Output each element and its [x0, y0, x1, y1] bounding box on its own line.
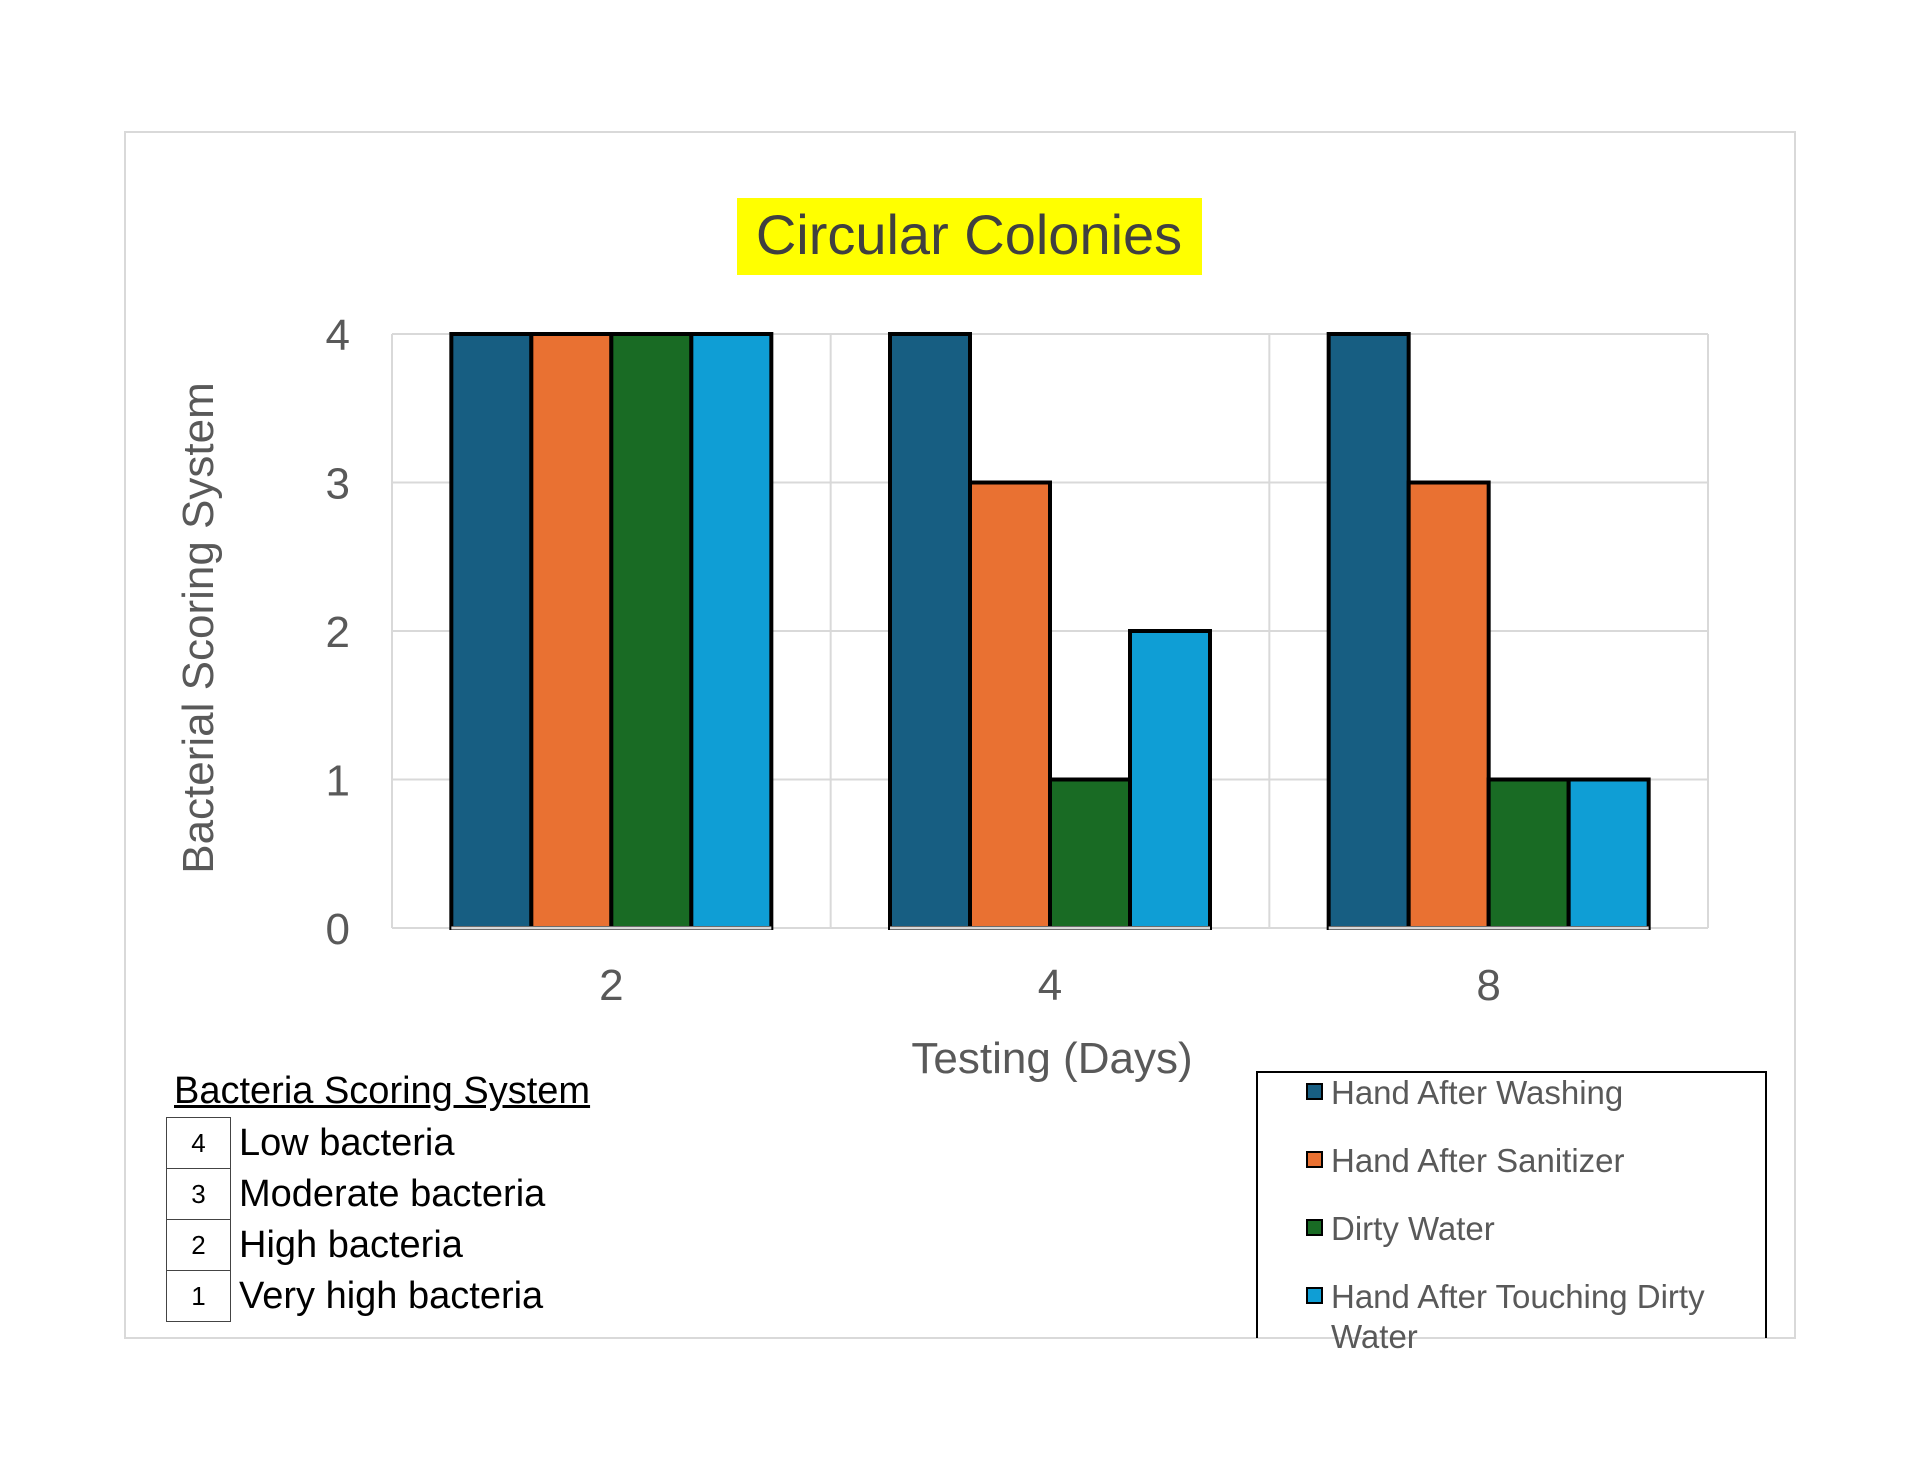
score-description: High bacteria — [239, 1223, 463, 1266]
bar — [1048, 777, 1132, 930]
y-tick-label: 3 — [326, 460, 350, 509]
scoring-row: 1 Very high bacteria — [166, 1270, 546, 1322]
score-value: 1 — [166, 1270, 231, 1322]
score-value: 4 — [166, 1117, 231, 1169]
legend-item: Hand After Washing — [1306, 1073, 1741, 1113]
scoring-row: 2 High bacteria — [166, 1219, 546, 1271]
legend-item: Dirty Water — [1306, 1209, 1741, 1249]
score-description: Low bacteria — [239, 1121, 455, 1164]
scoring-row: 4 Low bacteria — [166, 1117, 546, 1169]
chart-title: Circular Colonies — [756, 203, 1182, 266]
scoring-row: 3 Moderate bacteria — [166, 1168, 546, 1220]
scoring-system-title: Bacteria Scoring System — [174, 1070, 591, 1112]
score-description: Moderate bacteria — [239, 1172, 546, 1215]
legend-item: Hand After Sanitizer — [1306, 1141, 1741, 1181]
y-tick-label: 1 — [326, 757, 350, 806]
legend-label: Hand After Washing — [1331, 1074, 1624, 1111]
legend-item: Hand After Touching Dirty Water — [1306, 1277, 1741, 1357]
bar — [1486, 777, 1571, 930]
bar — [888, 332, 972, 930]
bars — [449, 332, 1651, 930]
legend-swatch — [1306, 1151, 1323, 1168]
bar — [609, 332, 694, 930]
legend-label: Hand After Touching Dirty Water — [1331, 1278, 1705, 1355]
bar — [968, 480, 1052, 930]
legend-swatch — [1306, 1287, 1323, 1304]
y-tick-label: 4 — [326, 311, 350, 360]
bar — [1566, 777, 1651, 930]
tick-labels: 0 1 2 3 4 2 4 8 — [326, 311, 1501, 1010]
scoring-system-table: 4 Low bacteria 3 Moderate bacteria 2 Hig… — [166, 1117, 546, 1322]
chart-title-highlight — [737, 198, 1202, 275]
chart-legend: Hand After Washing Hand After Sanitizer … — [1256, 1071, 1767, 1355]
x-tick-label: 8 — [1476, 961, 1500, 1010]
bar — [689, 332, 774, 930]
bar — [1406, 480, 1491, 930]
x-axis-label: Testing (Days) — [911, 1034, 1192, 1083]
score-value: 3 — [166, 1168, 231, 1220]
bar — [1326, 332, 1411, 930]
x-tick-label: 4 — [1038, 961, 1062, 1010]
legend-swatch — [1306, 1219, 1323, 1236]
legend-label: Hand After Sanitizer — [1331, 1142, 1625, 1179]
y-tick-label: 2 — [326, 608, 350, 657]
x-tick-label: 2 — [599, 961, 623, 1010]
bar — [449, 332, 534, 930]
bar — [1128, 629, 1212, 930]
score-value: 2 — [166, 1219, 231, 1271]
y-axis-label: Bacterial Scoring System — [174, 382, 223, 874]
bar — [529, 332, 614, 930]
y-tick-label: 0 — [326, 905, 350, 954]
legend-swatch — [1306, 1083, 1323, 1100]
score-description: Very high bacteria — [239, 1274, 544, 1317]
legend-label: Dirty Water — [1331, 1210, 1495, 1247]
